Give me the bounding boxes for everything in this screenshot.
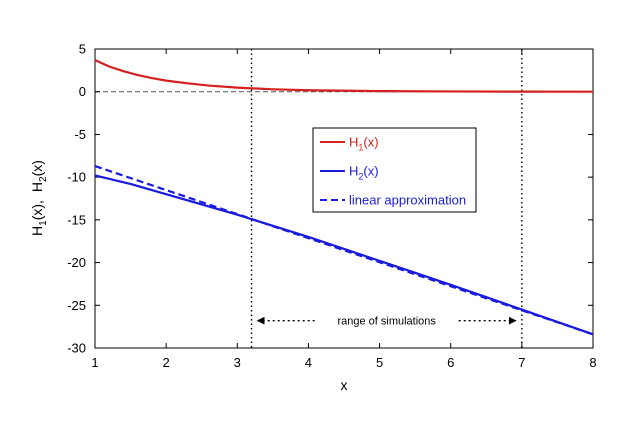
x-axis: 1 2 3 4 5 6 7 8 xyxy=(91,49,597,370)
legend: H1(x) H2(x) linear approximation xyxy=(312,127,477,213)
x-tick-label: 7 xyxy=(518,355,525,370)
y-label-sub2: 2 xyxy=(38,176,49,182)
y-tick-label: 5 xyxy=(79,42,86,57)
legend-label: linear approximation xyxy=(349,193,466,208)
x-tick-label: 6 xyxy=(447,355,454,370)
y-tick-label: -10 xyxy=(67,170,86,185)
x-tick-label: 5 xyxy=(376,355,383,370)
y-tick-label: -25 xyxy=(67,298,86,313)
y-label-h1: H xyxy=(29,226,45,236)
x-tick-label: 3 xyxy=(234,355,241,370)
annotation-layer: range of simulations xyxy=(256,316,517,328)
series-layer xyxy=(94,59,594,336)
series-line xyxy=(94,59,594,93)
x-tick-label: 1 xyxy=(91,355,98,370)
y-label-sub1: 1 xyxy=(38,220,49,226)
annotation-text: range of simulations xyxy=(337,316,436,328)
x-tick-label: 2 xyxy=(163,355,170,370)
y-label-h2: H xyxy=(29,182,45,192)
y-tick-label: -5 xyxy=(74,127,86,142)
y-tick-label: 0 xyxy=(79,84,86,99)
x-tick-label: 4 xyxy=(305,355,312,370)
y-label-arg1: (x), xyxy=(29,200,45,220)
y-axis-label: H1(x),H2(x) xyxy=(29,160,49,236)
y-tick-label: -30 xyxy=(67,341,86,356)
y-label-arg2: (x) xyxy=(29,160,45,176)
y-tick-label: -20 xyxy=(67,255,86,270)
legend-label: H2(x) xyxy=(349,164,379,182)
svg-text:H1(x),H2(x): H1(x),H2(x) xyxy=(29,160,49,236)
x-axis-label: x xyxy=(341,377,348,393)
x-tick-label: 8 xyxy=(589,355,596,370)
y-tick-label: -15 xyxy=(67,212,86,227)
plot-frame xyxy=(94,48,594,349)
legend-label: H1(x) xyxy=(349,135,379,153)
y-axis: 5 0 -5 -10 -15 -20 -25 -30 xyxy=(67,42,593,356)
